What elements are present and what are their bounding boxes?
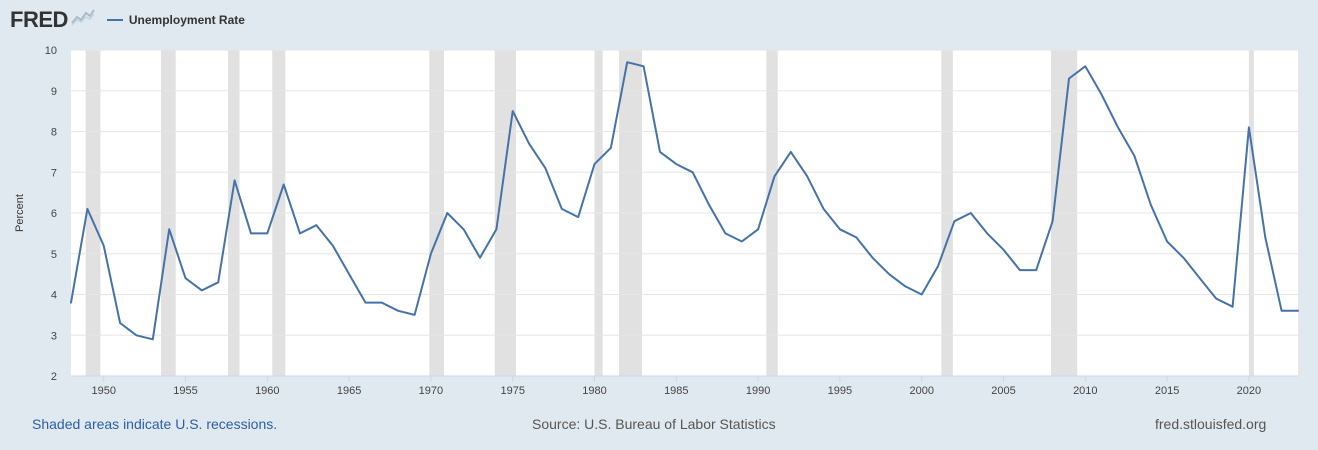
site-url[interactable]: fred.stlouisfed.org <box>1155 416 1267 432</box>
x-tick-label: 1965 <box>337 385 361 397</box>
legend-line-swatch <box>106 19 123 21</box>
x-tick-label: 2010 <box>1073 385 1097 397</box>
x-tick-label: 1950 <box>91 385 115 397</box>
x-tick-label: 1975 <box>500 385 524 397</box>
x-tick-label: 1980 <box>582 385 606 397</box>
legend-label: Unemployment Rate <box>128 13 245 27</box>
recession-note-link[interactable]: Shaded areas indicate U.S. recessions. <box>32 416 278 432</box>
x-tick-label: 1955 <box>173 385 197 397</box>
source-note: Source: U.S. Bureau of Labor Statistics <box>532 416 776 432</box>
x-tick-label: 1985 <box>664 385 688 397</box>
x-tick-label: 2015 <box>1155 385 1179 397</box>
series-line-unemployment-rate <box>70 61 1299 341</box>
x-tick-label: 2000 <box>909 385 933 397</box>
y-tick-label: 7 <box>51 167 57 179</box>
chart-header: FRED Unemployment Rate <box>10 6 245 34</box>
y-tick-label: 3 <box>51 330 57 342</box>
y-tick-label: 9 <box>51 86 57 98</box>
y-tick-label: 10 <box>45 45 57 57</box>
y-tick-label: 5 <box>51 249 57 261</box>
x-tick-label: 1995 <box>828 385 852 397</box>
x-tick-label: 2020 <box>1237 385 1261 397</box>
chart-legend[interactable]: Unemployment Rate <box>106 13 245 27</box>
x-tick-label: 1990 <box>746 385 770 397</box>
x-tick-label: 2005 <box>991 385 1015 397</box>
fred-logo[interactable]: FRED <box>10 7 68 32</box>
x-tick-label: 1960 <box>255 385 279 397</box>
y-axis-label: Percent <box>14 194 26 232</box>
y-tick-label: 8 <box>51 127 57 139</box>
y-tick-label: 4 <box>51 290 57 302</box>
y-tick-label: 2 <box>51 371 57 383</box>
axes: 2 3 4 5 6 7 8 9 10 1950 1955 1960 1965 1970 1975 1980 19… <box>14 45 1298 397</box>
series-layer <box>70 61 1299 341</box>
y-tick-label: 6 <box>51 208 57 220</box>
chart-logo-icon <box>70 7 95 31</box>
x-tick-label: 1970 <box>419 385 443 397</box>
